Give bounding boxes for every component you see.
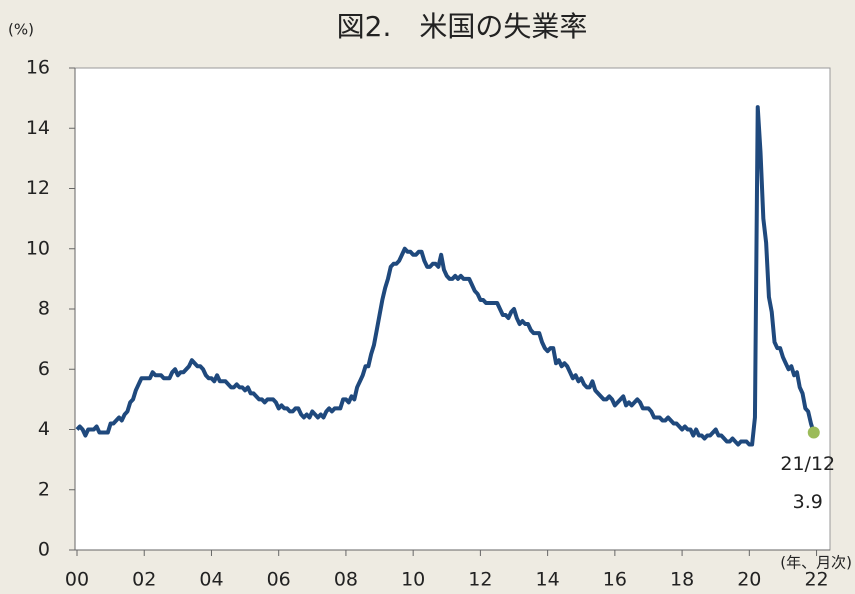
x-tick-label: 04 [199, 569, 223, 591]
line-series [75, 105, 816, 447]
x-unit: (年、月次) [780, 554, 852, 572]
x-tick-label: 14 [536, 569, 560, 591]
x-tick-label: 18 [670, 569, 694, 591]
y-tick-label: 0 [38, 539, 50, 561]
y-tick-label: 2 [38, 478, 50, 500]
x-tick-label: 10 [401, 569, 425, 591]
x-tick-label: 06 [267, 569, 291, 591]
x-tick-label: 02 [132, 569, 156, 591]
y-tick-label: 10 [26, 237, 50, 259]
x-tick-label: 22 [804, 569, 828, 591]
end-marker [807, 426, 820, 439]
y-tick-label: 8 [38, 298, 50, 320]
y-tick-label: 4 [38, 418, 50, 440]
x-tick-label: 00 [65, 569, 89, 591]
x-tick-label: 20 [737, 569, 761, 591]
annotation: 21/12 [780, 453, 835, 475]
value-label: 3.9 [793, 491, 823, 513]
plot-area [74, 67, 831, 551]
x-tick-label: 08 [334, 569, 358, 591]
x-tick-label: 16 [603, 569, 627, 591]
y-tick-label: 12 [26, 177, 50, 199]
y-tick-label: 6 [38, 358, 50, 380]
y-unit: (%) [8, 21, 34, 39]
y-tick-label: 16 [26, 57, 50, 79]
chart-title: 図2. 米国の失業率 [337, 10, 588, 43]
y-tick-label: 14 [26, 117, 50, 139]
x-tick-label: 12 [468, 569, 492, 591]
